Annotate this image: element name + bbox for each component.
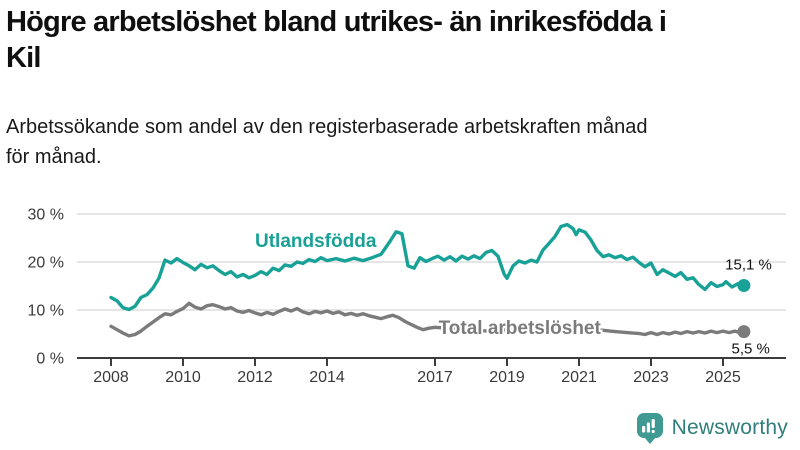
brand-name: Newsworthy [671,416,788,439]
x-tick-label-2008: 2008 [93,369,129,386]
x-tick-label-2012: 2012 [237,369,273,386]
x-tick-label-2025: 2025 [705,369,741,386]
newsworthy-logo: Newsworthy [635,411,788,445]
series-end-value-0: 15,1 % [725,257,772,274]
y-tick-label-0: 0 % [36,351,64,368]
x-tick-label-2019: 2019 [489,369,525,386]
x-tick-label-2010: 2010 [165,369,201,386]
chart-subtitle-line-2: för månad. [6,146,102,168]
x-tick-label-2023: 2023 [633,369,669,386]
bar-chart-pin-icon [636,413,663,444]
chart-title: Högre arbetslöshet bland utrikes- än inr… [6,4,798,76]
series-label-0: Utlandsfödda [255,231,377,252]
series-line-0 [109,222,746,312]
series-end-value-1: 5,5 % [732,341,770,358]
line-chart: 0 % 10 % 20 % 30 % 2008 2010 2012 2014 2017 2019 2… [0,195,800,405]
x-tick-label-2014: 2014 [309,369,345,386]
series-line-1 [109,301,746,338]
series-end-dot-0 [737,279,751,293]
chart-title-line-1: Högre arbetslöshet bland utrikes- än inr… [6,6,667,38]
chart-svg: 0 % 10 % 20 % 30 % 2008 2010 2012 2014 2017 2019 2… [28,207,786,386]
x-tick-label-2017: 2017 [417,369,453,386]
chart-subtitle-line-1: Arbetssökande som andel av den registerb… [6,116,648,138]
y-tick-label-30: 30 % [28,207,64,224]
series-end-dot-1 [737,325,751,339]
series-label-1: Total arbetslöshet [439,318,602,339]
y-tick-label-10: 10 % [28,303,64,320]
y-tick-label-20: 20 % [28,255,64,272]
chart-title-line-2: Kil [6,42,41,74]
x-tick-label-2021: 2021 [561,369,597,386]
chart-subtitle: Arbetssökande som andel av den registerb… [6,112,786,172]
